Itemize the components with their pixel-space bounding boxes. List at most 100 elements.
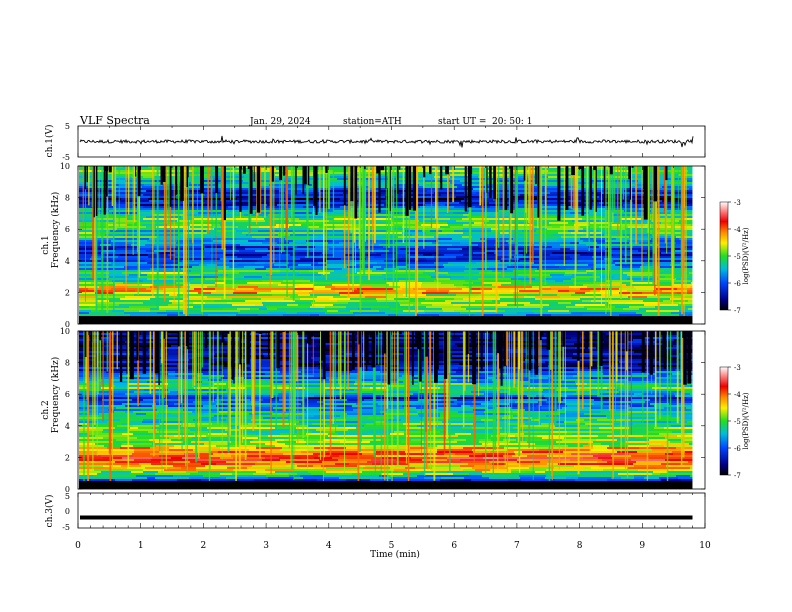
spectrogram-cell xyxy=(497,457,520,459)
spectrogram-cell xyxy=(98,331,112,333)
spectrogram-cell xyxy=(232,473,253,475)
spectrogram-cell xyxy=(554,371,578,373)
spectrogram-cell xyxy=(668,268,693,270)
spectrogram-cell xyxy=(94,469,123,471)
spectrogram-sferic xyxy=(423,331,426,476)
spectrogram-cell xyxy=(256,347,275,349)
spectrogram-cell xyxy=(689,443,693,445)
spectrogram-cell xyxy=(204,268,222,270)
spectrogram-cell xyxy=(478,278,511,280)
spectrogram-cell xyxy=(98,379,110,381)
spectrogram-sferic xyxy=(415,166,417,321)
spectrogram-cell xyxy=(191,423,212,425)
spectrogram-sferic xyxy=(185,331,187,467)
spectrogram-sferic xyxy=(683,166,685,208)
spectrogram-cell xyxy=(426,294,456,296)
spectrogram-cell xyxy=(636,216,644,218)
spectrogram-cell xyxy=(79,226,105,228)
spectrogram-cell xyxy=(346,421,358,423)
spectrogram-cell xyxy=(275,471,308,473)
spectrogram-cell xyxy=(625,425,650,427)
spectrogram-cell xyxy=(265,457,279,459)
spectrogram-cell xyxy=(398,314,416,316)
spectrogram-cell xyxy=(403,294,426,296)
spectrogram-cell xyxy=(240,427,275,429)
spectrogram-cell xyxy=(128,168,156,170)
spectrogram-cell xyxy=(462,218,498,220)
spectrogram-cell xyxy=(266,252,298,254)
spectrogram-cell xyxy=(615,264,642,266)
spectrogram-sferic xyxy=(646,331,649,481)
spectrogram-cell xyxy=(117,202,126,204)
spectrogram-cell xyxy=(627,290,653,292)
spectrogram-cell xyxy=(651,254,677,256)
spectrogram-cell xyxy=(546,194,559,196)
spectrogram-cell xyxy=(203,290,216,292)
spectrogram-gap xyxy=(162,166,166,182)
spectrogram-cell xyxy=(106,415,132,417)
spectrogram-cell xyxy=(597,461,607,463)
spectrogram-cell xyxy=(261,337,270,339)
spectrogram-cell xyxy=(265,206,284,208)
spectrogram-cell xyxy=(272,413,304,415)
spectrogram-sferic xyxy=(212,331,214,403)
spectrogram-cell xyxy=(495,312,517,314)
spectrogram-gap xyxy=(253,166,255,182)
spectrogram-cell xyxy=(184,284,215,286)
spectrogram-sferic xyxy=(462,331,465,428)
spectrogram-sferic xyxy=(91,166,93,208)
spectrogram-cell xyxy=(101,369,138,371)
spectrogram-cell xyxy=(263,353,276,355)
spectrogram-cell xyxy=(440,415,475,417)
spectrogram-cell xyxy=(113,341,125,343)
spectrogram-cell xyxy=(205,236,226,238)
spectrogram-cell xyxy=(139,212,171,214)
spectrogram-cell xyxy=(187,204,220,206)
spectrogram-cell xyxy=(404,220,419,222)
spectrogram-cell xyxy=(256,204,267,206)
spectrogram-cell xyxy=(411,258,426,260)
spectrogram-cell xyxy=(216,463,244,465)
spectrogram-cell xyxy=(448,272,479,274)
spectrogram-cell xyxy=(432,304,453,306)
spectrogram-cell xyxy=(324,256,355,258)
spectrogram-gap xyxy=(578,166,582,169)
spectrogram-cell xyxy=(668,439,683,441)
spectrogram-cell xyxy=(380,419,388,421)
spectrogram-sferic xyxy=(405,166,408,297)
spectrogram-cell xyxy=(691,224,693,226)
spectrogram-cell xyxy=(375,421,385,423)
spectrogram-cell xyxy=(541,421,555,423)
spectrogram-cell xyxy=(194,278,205,280)
spectrogram-cell xyxy=(416,250,445,252)
spectrogram-cell xyxy=(301,403,324,405)
spectrogram-cell xyxy=(333,304,365,306)
spectrogram-cell xyxy=(213,178,224,180)
spectrogram-cell xyxy=(79,407,94,409)
spectrogram-cell xyxy=(622,282,631,284)
spectrogram-cell xyxy=(325,312,353,314)
spectrogram-cell xyxy=(611,343,628,345)
spectrogram-cell xyxy=(212,210,228,212)
spectrogram-cell xyxy=(490,451,514,453)
spectrogram-cell xyxy=(233,457,265,459)
spectrogram-cell xyxy=(540,170,548,172)
spectrogram-cell xyxy=(490,276,500,278)
spectrogram-cell xyxy=(624,383,646,385)
spectrogram-cell xyxy=(536,357,572,359)
spectrogram-sferic xyxy=(570,166,573,209)
spectrogram-cell xyxy=(593,401,620,403)
spectrogram-cell xyxy=(404,407,416,409)
spectrogram-cell xyxy=(190,429,225,431)
spectrogram-cell xyxy=(422,441,457,443)
spectrogram-cell xyxy=(232,190,253,192)
spectrogram-cell xyxy=(189,254,225,256)
spectrogram-cell xyxy=(369,429,396,431)
spectrogram-cell xyxy=(490,399,527,401)
spectrogram-sferic xyxy=(641,166,643,281)
spectrogram-cell xyxy=(660,425,671,427)
spectrogram-cell xyxy=(290,296,317,298)
spectrogram-sferic xyxy=(670,166,673,266)
spectrogram-cell xyxy=(208,379,222,381)
spectrogram-cell xyxy=(369,477,379,479)
